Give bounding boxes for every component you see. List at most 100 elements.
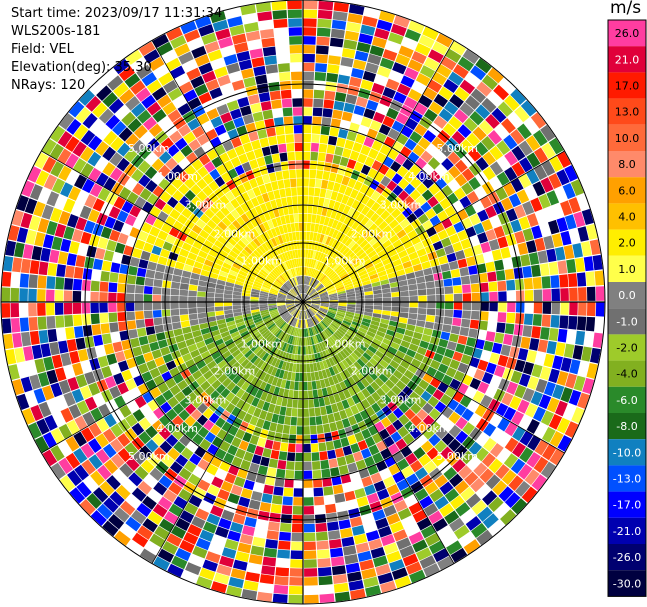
velocity-gate [332, 365, 340, 375]
velocity-gate [315, 522, 328, 532]
velocity-gate [275, 349, 282, 359]
velocity-gate [564, 165, 578, 182]
velocity-gate [383, 542, 399, 555]
velocity-gate [149, 367, 161, 379]
velocity-gate [291, 288, 298, 296]
velocity-gate [281, 263, 287, 272]
velocity-gate [328, 135, 338, 146]
velocity-gate [332, 109, 343, 120]
velocity-gate [532, 181, 546, 197]
velocity-gate [242, 114, 255, 125]
velocity-gate [236, 399, 246, 410]
velocity-gate [127, 118, 142, 133]
velocity-gate [101, 389, 114, 403]
velocity-gate [192, 329, 202, 338]
velocity-gate [215, 310, 225, 316]
velocity-gate [266, 530, 279, 540]
velocity-gate [336, 242, 345, 252]
velocity-gate [223, 306, 233, 311]
velocity-gate [169, 461, 183, 474]
velocity-gate [319, 293, 329, 298]
velocity-gate [509, 346, 520, 359]
velocity-gate [148, 56, 165, 72]
velocity-gate [250, 293, 260, 298]
velocity-gate [414, 123, 428, 137]
velocity-gate [267, 274, 276, 282]
velocity-gate [341, 111, 353, 122]
velocity-gate [147, 488, 163, 503]
velocity-gate [336, 254, 345, 263]
velocity-gate [33, 388, 46, 404]
velocity-gate [260, 269, 269, 276]
velocity-gate [253, 65, 266, 77]
velocity-gate [242, 142, 253, 153]
velocity-gate [488, 458, 503, 474]
velocity-gate [485, 385, 498, 398]
velocity-gate [415, 397, 427, 409]
velocity-gate [404, 266, 414, 275]
velocity-gate [427, 196, 439, 208]
velocity-gate [390, 341, 400, 350]
velocity-gate [99, 281, 109, 292]
velocity-gate [287, 205, 294, 215]
velocity-gate [316, 45, 329, 55]
velocity-gate [371, 140, 383, 152]
velocity-gate [246, 508, 259, 519]
velocity-gate [505, 208, 518, 222]
velocity-gate [236, 184, 247, 195]
velocity-gate [250, 545, 265, 556]
velocity-gate [428, 540, 445, 555]
velocity-gate [363, 283, 372, 289]
velocity-gate [371, 402, 381, 413]
velocity-gate [418, 94, 433, 108]
velocity-gate [116, 210, 129, 223]
velocity-gate [377, 66, 391, 78]
velocity-gate [207, 282, 217, 289]
velocity-gate [188, 139, 201, 152]
velocity-gate [230, 395, 241, 406]
velocity-gate [350, 364, 359, 374]
velocity-gate [360, 448, 372, 459]
velocity-gate [272, 108, 283, 118]
velocity-gate [393, 369, 404, 380]
velocity-gate [255, 260, 264, 269]
velocity-gate [271, 286, 280, 292]
velocity-gate [502, 222, 514, 236]
velocity-gate [75, 217, 88, 231]
velocity-gate [371, 160, 383, 171]
velocity-gate [325, 404, 333, 415]
velocity-gate [19, 303, 29, 317]
velocity-gate [481, 74, 498, 91]
velocity-gate [326, 312, 335, 318]
velocity-gate [214, 394, 225, 406]
velocity-gate [303, 133, 312, 143]
velocity-gate [449, 495, 465, 510]
velocity-gate [313, 260, 319, 269]
velocity-gate [110, 453, 125, 469]
velocity-gate [257, 273, 266, 280]
velocity-gate [208, 320, 218, 328]
velocity-gate [315, 325, 321, 334]
velocity-gate [77, 243, 89, 256]
velocity-gate [29, 330, 40, 345]
velocity-gate [248, 499, 261, 510]
velocity-gate [519, 430, 534, 446]
velocity-gate [173, 238, 185, 248]
velocity-gate [226, 342, 236, 351]
velocity-gate [286, 295, 295, 300]
velocity-gate [344, 454, 355, 465]
velocity-gate [433, 272, 443, 281]
velocity-gate [370, 413, 381, 425]
velocity-gate [55, 395, 68, 411]
velocity-gate [525, 403, 538, 418]
velocity-gate [391, 567, 408, 580]
velocity-gate [42, 234, 54, 249]
velocity-gate [566, 329, 577, 344]
velocity-gate [237, 273, 247, 280]
velocity-gate [453, 109, 469, 124]
velocity-gate [154, 394, 167, 407]
velocity-gate [453, 524, 470, 540]
velocity-gate [307, 276, 311, 286]
velocity-gate [136, 109, 152, 124]
velocity-gate [518, 373, 531, 387]
